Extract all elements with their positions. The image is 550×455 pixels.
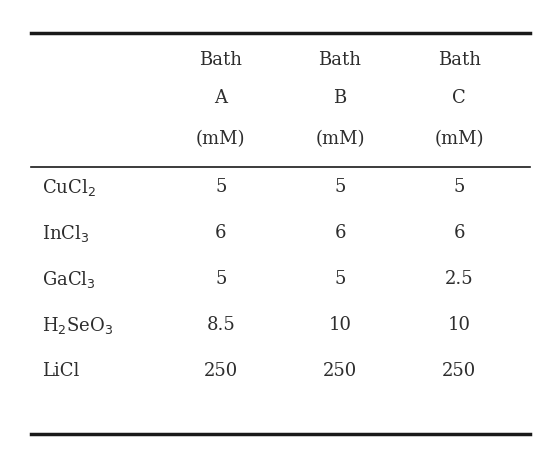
Text: (mM): (mM) — [434, 130, 484, 148]
Text: (mM): (mM) — [315, 130, 365, 148]
Text: 250: 250 — [442, 362, 476, 380]
Text: 5: 5 — [215, 270, 227, 288]
Text: Bath: Bath — [199, 51, 243, 69]
Text: GaCl$_3$: GaCl$_3$ — [42, 269, 96, 290]
Text: 250: 250 — [323, 362, 357, 380]
Text: 8.5: 8.5 — [206, 316, 235, 334]
Text: H$_2$SeO$_3$: H$_2$SeO$_3$ — [42, 315, 113, 336]
Text: 6: 6 — [215, 224, 227, 243]
Text: A: A — [214, 89, 227, 107]
Text: Bath: Bath — [438, 51, 481, 69]
Text: LiCl: LiCl — [42, 362, 79, 380]
Text: 5: 5 — [215, 178, 227, 196]
Text: InCl$_3$: InCl$_3$ — [42, 223, 90, 244]
Text: 10: 10 — [448, 316, 471, 334]
Text: 6: 6 — [334, 224, 346, 243]
Text: B: B — [333, 89, 346, 107]
Text: C: C — [452, 89, 466, 107]
Text: 5: 5 — [334, 270, 346, 288]
Text: 250: 250 — [204, 362, 238, 380]
Text: CuCl$_2$: CuCl$_2$ — [42, 177, 96, 198]
Text: 5: 5 — [334, 178, 346, 196]
Text: Bath: Bath — [318, 51, 361, 69]
Text: 5: 5 — [454, 178, 465, 196]
Text: (mM): (mM) — [196, 130, 246, 148]
Text: 6: 6 — [453, 224, 465, 243]
Text: 2.5: 2.5 — [445, 270, 474, 288]
Text: 10: 10 — [328, 316, 351, 334]
